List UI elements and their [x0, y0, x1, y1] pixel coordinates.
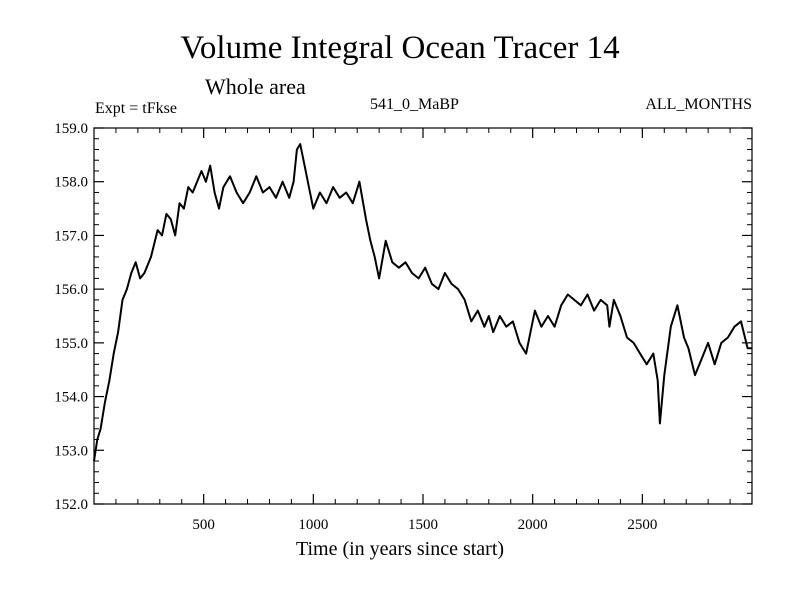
x-axis-label: Time (in years since start) [295, 538, 505, 560]
y-tick-label: 152.0 [54, 497, 88, 513]
experiment-label: Expt = tFkse [95, 100, 177, 117]
y-tick-label: 157.0 [54, 228, 88, 244]
x-tick-label: 2000 [518, 517, 548, 533]
x-tick-label: 500 [192, 517, 215, 533]
y-tick-label: 159.0 [54, 121, 88, 137]
tick-labels: 500 1000 1500 2000 2500 152.0 153.0 154.0 155.0 1… [54, 121, 657, 533]
chart-title: Volume Integral Ocean Tracer 14 [180, 30, 620, 66]
y-tick-label: 158.0 [54, 175, 88, 191]
minor-ticks [94, 128, 752, 504]
major-ticks [94, 127, 752, 505]
x-tick-label: 2500 [627, 517, 657, 533]
y-tick-label: 156.0 [54, 282, 88, 298]
chart-subtitle: Whole area [205, 74, 306, 99]
y-tick-label: 155.0 [54, 336, 88, 352]
months-label: ALL_MONTHS [645, 96, 752, 113]
x-tick-label: 1500 [408, 517, 438, 533]
y-tick-label: 153.0 [54, 443, 88, 459]
x-tick-label: 1000 [298, 517, 328, 533]
plot-frame [93, 127, 753, 505]
series-line [93, 143, 752, 462]
run-label: 541_0_MaBP [370, 96, 459, 113]
y-tick-label: 154.0 [54, 390, 88, 406]
